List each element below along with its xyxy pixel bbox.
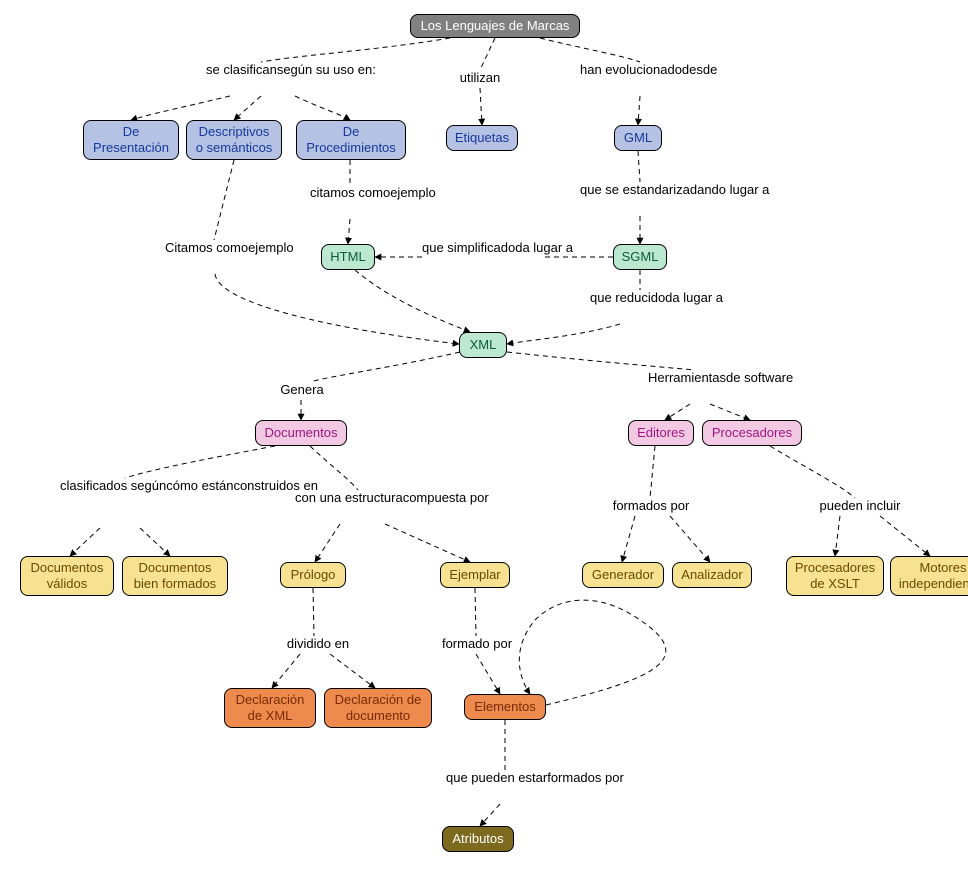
edge-label-lbl_incluir: pueden incluir	[810, 498, 910, 516]
edge-label-lbl_utilizan: utilizan	[455, 70, 505, 88]
node-atributos: Atributos	[442, 826, 514, 852]
edge-label-lbl_clasifdoc: clasificados segúncómo estánconstruidos …	[60, 478, 190, 528]
node-docbien: Documentosbien formados	[122, 556, 228, 596]
edge-label-lbl_estandariza: que se estandarizadando lugar a	[580, 182, 710, 216]
node-decldoc: Declaración dedocumento	[324, 688, 432, 728]
node-motores: Motoresindependientes	[890, 556, 968, 596]
node-elementos: Elementos	[464, 694, 546, 720]
edge-label-lbl_citamos2: Citamos comoejemplo	[165, 240, 260, 274]
edge-label-lbl_estructura: con una estructuracompuesta por	[295, 490, 425, 524]
edge-label-lbl_dividido: dividido en	[278, 636, 358, 654]
node-gml: GML	[614, 125, 662, 151]
node-procedimientos: DeProcedimientos	[296, 120, 406, 160]
node-xml: XML	[459, 332, 507, 358]
edge-label-lbl_reducido: que reducidoda lugar a	[590, 290, 690, 324]
node-generador: Generador	[582, 562, 664, 588]
node-editores: Editores	[628, 420, 694, 446]
node-presentacion: DePresentación	[83, 120, 179, 160]
node-sgml: SGML	[613, 244, 667, 270]
node-docvalidos: Documentosválidos	[20, 556, 114, 596]
node-etiquetas: Etiquetas	[446, 125, 518, 151]
node-documentos: Documentos	[255, 420, 347, 446]
node-procesadores: Procesadores	[702, 420, 802, 446]
edge-label-lbl_evol: han evolucionadodesde	[580, 62, 700, 96]
edge-label-lbl_formadopor: formado por	[432, 636, 522, 654]
edge-label-lbl_citamos1: citamos comoejemplo	[310, 185, 405, 219]
edge-label-lbl_pueden: que pueden estarformados por	[446, 770, 566, 804]
edge-label-lbl_simplif: que simplificadoda lugar a	[422, 240, 542, 274]
node-xslt: Procesadoresde XSLT	[786, 556, 884, 596]
node-prologo: Prólogo	[280, 562, 346, 588]
edge-label-lbl_formados: formados por	[606, 498, 696, 516]
concept-map: Los Lenguajes de Marcas se clasificansegú…	[0, 0, 968, 892]
node-declxml: Declaraciónde XML	[224, 688, 316, 728]
node-descriptivos: Descriptivoso semánticos	[186, 120, 282, 160]
edge-label-lbl_genera: Genera	[277, 382, 327, 400]
node-ejemplar: Ejemplar	[440, 562, 510, 588]
node-html: HTML	[321, 244, 375, 270]
node-root: Los Lenguajes de Marcas	[410, 14, 580, 38]
edge-label-lbl_clasif: se clasificansegún su uso en:	[206, 62, 316, 96]
node-analizador: Analizador	[672, 562, 752, 588]
edge-label-lbl_herram: Herramientasde software	[648, 370, 748, 404]
